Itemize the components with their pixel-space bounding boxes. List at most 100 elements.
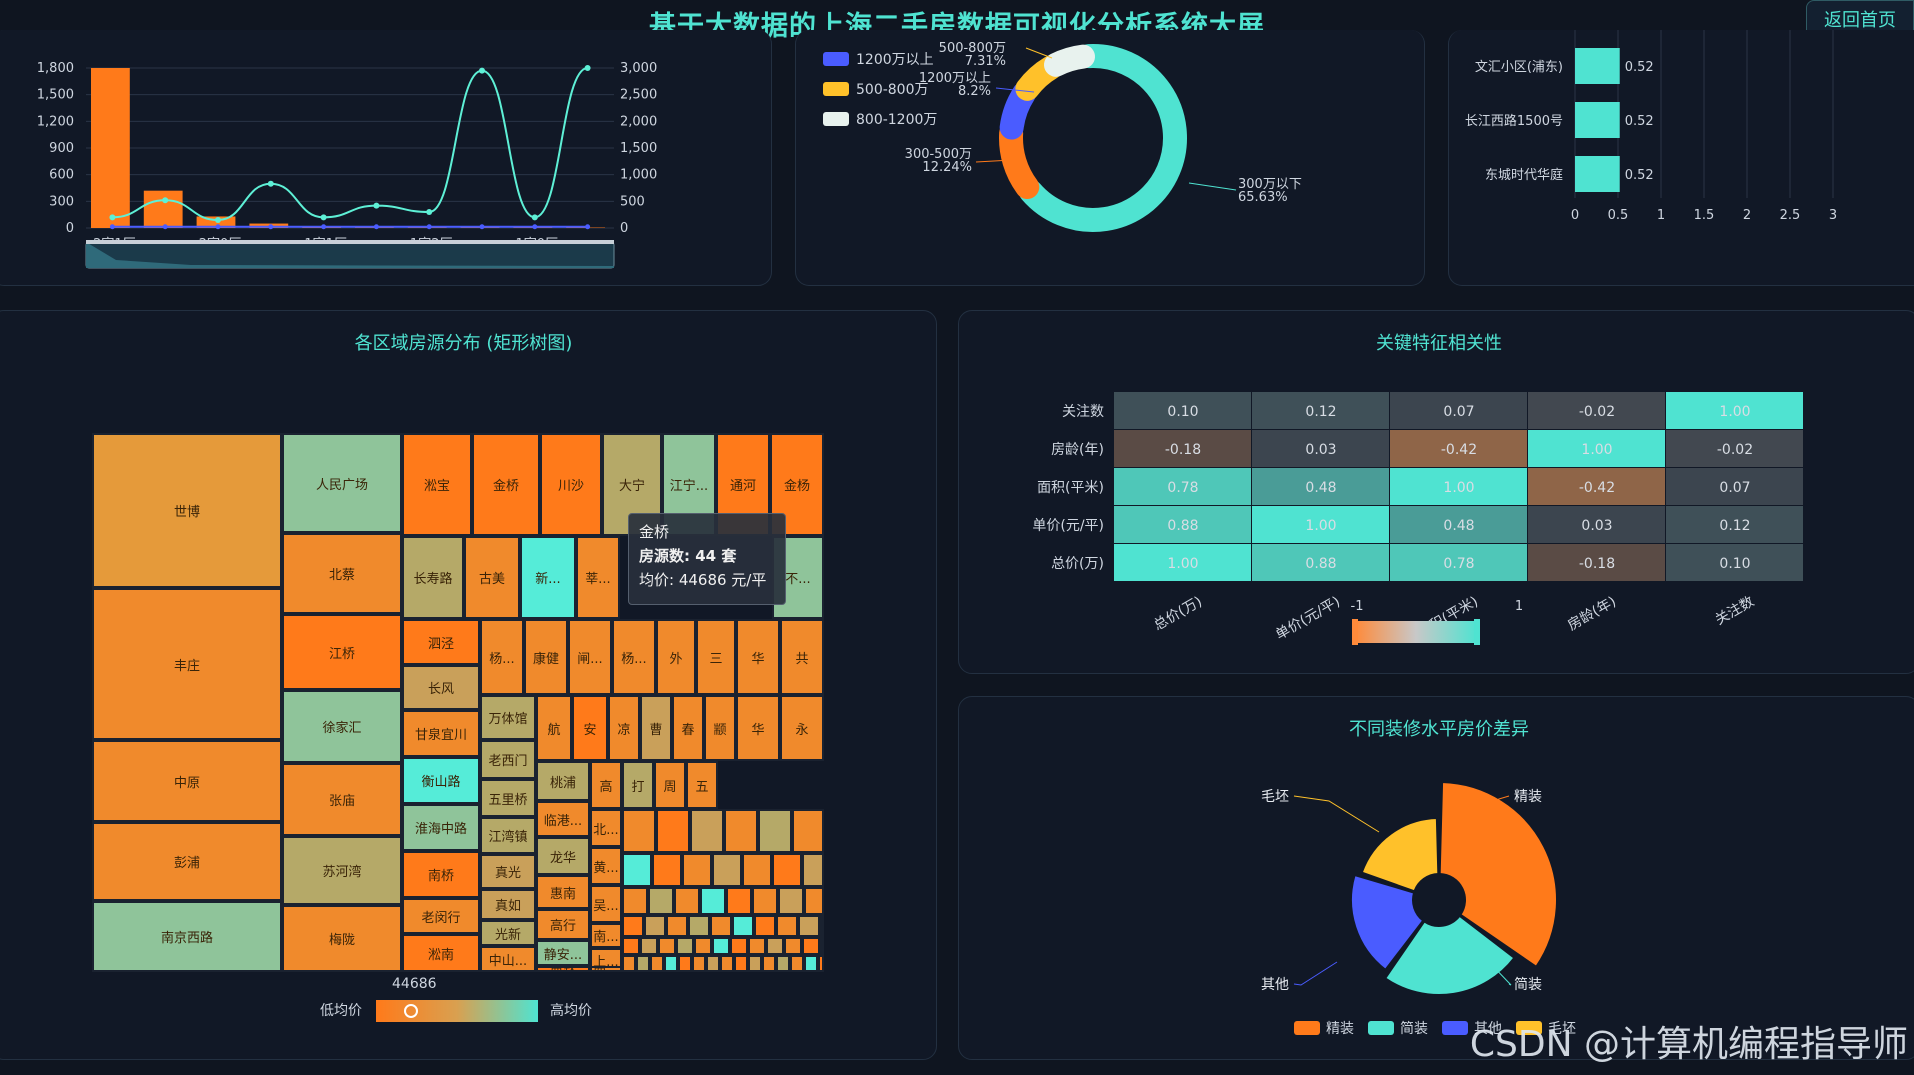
treemap-cell[interactable]	[622, 915, 644, 937]
treemap-cell[interactable]	[762, 955, 776, 972]
treemap-cell[interactable]	[658, 937, 676, 955]
treemap-cell[interactable]	[766, 937, 784, 955]
heatmap-cell[interactable]	[1390, 430, 1527, 467]
treemap-cell[interactable]	[726, 887, 752, 915]
legend-swatch[interactable]	[1368, 1021, 1394, 1035]
treemap-cell[interactable]	[644, 915, 666, 937]
treemap-cell[interactable]	[784, 937, 802, 955]
treemap-cell[interactable]: 长风	[402, 665, 480, 710]
treemap-cell[interactable]: 中原	[92, 740, 282, 822]
treemap-cell[interactable]	[752, 887, 778, 915]
pie-slice[interactable]	[1350, 874, 1425, 971]
treemap-cell[interactable]: 川沙	[540, 433, 602, 536]
heatmap-cell[interactable]	[1114, 430, 1251, 467]
treemap-cell[interactable]	[640, 937, 658, 955]
treemap-cell[interactable]	[724, 809, 758, 853]
legend-handle[interactable]	[404, 1004, 418, 1018]
heatmap-cell[interactable]	[1390, 506, 1527, 543]
treemap-cell[interactable]: 衡山路	[402, 757, 480, 804]
treemap-cell[interactable]: 泗泾	[402, 619, 480, 665]
treemap-cell[interactable]: 高	[590, 761, 622, 809]
treemap-cell[interactable]	[656, 809, 690, 853]
treemap-cell[interactable]: 北...	[590, 809, 622, 847]
treemap-cell[interactable]: 南京西路	[92, 901, 282, 972]
treemap-cell[interactable]: 共	[780, 619, 824, 695]
treemap-cell[interactable]: 曹路	[536, 966, 590, 972]
heatmap-cell[interactable]	[1114, 392, 1251, 429]
treemap-cell[interactable]	[622, 853, 652, 887]
treemap-cell[interactable]: 闸...	[568, 619, 612, 695]
line-point[interactable]	[373, 202, 380, 209]
line-point[interactable]	[426, 209, 433, 215]
treemap-cell[interactable]: 五里桥	[480, 779, 536, 817]
treemap-cell[interactable]: 世博	[92, 433, 282, 588]
treemap-cell[interactable]	[802, 853, 824, 887]
heatmap-cell[interactable]	[1666, 506, 1803, 543]
treemap-cell[interactable]: 西...	[590, 966, 622, 972]
treemap-cell[interactable]	[778, 887, 804, 915]
treemap-cell[interactable]: 苏河湾	[282, 836, 402, 905]
treemap-cell[interactable]: 南桥	[402, 851, 480, 898]
treemap-cell[interactable]: 万体馆	[480, 695, 536, 740]
treemap-cell[interactable]	[706, 955, 720, 972]
legend-gradient[interactable]	[376, 1000, 538, 1022]
bar[interactable]	[1575, 156, 1620, 192]
treemap-cell[interactable]: 真光	[480, 854, 536, 889]
treemap-cell[interactable]	[742, 853, 772, 887]
treemap-cell[interactable]: 徐家汇	[282, 690, 402, 763]
heatmap-cell[interactable]	[1666, 468, 1803, 505]
treemap-cell[interactable]	[690, 809, 724, 853]
legend-swatch[interactable]	[823, 52, 849, 66]
treemap-cell[interactable]: 杨...	[612, 619, 656, 695]
treemap-cell[interactable]	[776, 955, 790, 972]
line-point[interactable]	[320, 214, 327, 221]
treemap-cell[interactable]: 金桥	[472, 433, 540, 536]
treemap-cell[interactable]	[804, 887, 824, 915]
heatmap-cell[interactable]	[1252, 392, 1389, 429]
treemap-cell[interactable]: 人民广场	[282, 433, 402, 533]
treemap-cell[interactable]: 五	[686, 761, 718, 809]
treemap-cell[interactable]: 静安...	[536, 940, 590, 966]
treemap-cell[interactable]	[730, 937, 748, 955]
line-point[interactable]	[531, 214, 538, 221]
treemap-cell[interactable]	[650, 955, 664, 972]
heatmap-scale-bar[interactable]	[1355, 621, 1477, 643]
heatmap-cell[interactable]	[1528, 506, 1665, 543]
pie-slice[interactable]	[1043, 44, 1096, 77]
treemap-cell[interactable]	[682, 853, 712, 887]
bar[interactable]	[91, 68, 130, 228]
treemap-cell[interactable]: 三	[696, 619, 736, 695]
treemap-cell[interactable]: 凉	[608, 695, 640, 761]
bar[interactable]	[1575, 102, 1620, 138]
treemap-cell[interactable]	[748, 937, 766, 955]
heatmap-cell[interactable]	[1252, 468, 1389, 505]
treemap-cell[interactable]: 安	[572, 695, 608, 761]
treemap-cell[interactable]	[712, 853, 742, 887]
treemap-cell[interactable]	[754, 915, 776, 937]
line-point[interactable]	[584, 65, 591, 71]
line-point[interactable]	[479, 67, 485, 74]
pie-slice[interactable]	[999, 121, 1040, 200]
treemap-cell[interactable]	[648, 887, 674, 915]
legend-swatch[interactable]	[823, 82, 849, 96]
treemap-cell[interactable]	[820, 937, 824, 955]
heatmap-cell[interactable]	[1528, 544, 1665, 581]
heatmap-cell[interactable]	[1666, 544, 1803, 581]
treemap-cell[interactable]	[622, 955, 636, 972]
heatmap-cell[interactable]	[1252, 430, 1389, 467]
line-point[interactable]	[109, 214, 116, 221]
treemap-cell[interactable]: 杨...	[480, 619, 524, 695]
treemap-cell[interactable]	[694, 937, 712, 955]
treemap-cell[interactable]: 光新	[480, 920, 536, 946]
treemap-cell[interactable]	[666, 915, 688, 937]
treemap-cell[interactable]	[674, 887, 700, 915]
treemap-cell[interactable]: 莘...	[576, 536, 620, 619]
treemap-cell[interactable]: 惠南	[536, 875, 590, 909]
treemap-cell[interactable]: 高行	[536, 909, 590, 940]
treemap-cell[interactable]	[692, 955, 706, 972]
treemap-cell[interactable]	[820, 915, 824, 937]
treemap-cell[interactable]: 航	[536, 695, 572, 761]
treemap-cell[interactable]	[776, 915, 798, 937]
treemap-cell[interactable]	[798, 915, 820, 937]
treemap-cell[interactable]: 丰庄	[92, 588, 282, 740]
